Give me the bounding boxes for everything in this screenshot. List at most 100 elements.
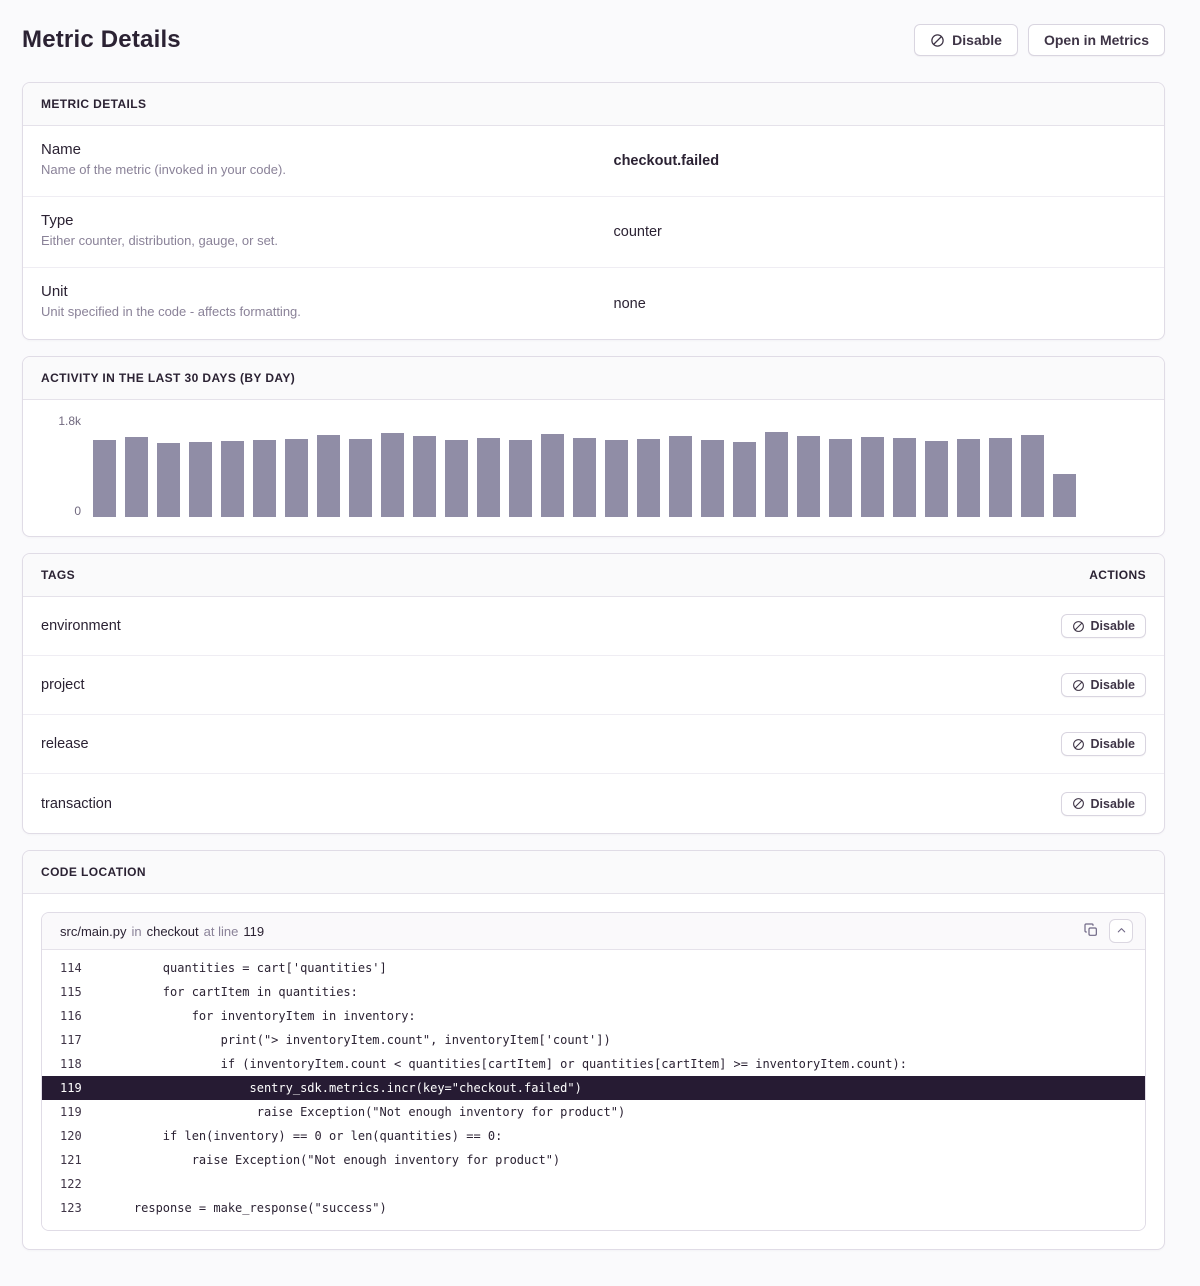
metric-detail-label: Name [41, 141, 82, 158]
metric-detail-value: checkout.failed [613, 153, 720, 169]
code-in-word: in [131, 923, 142, 939]
chart-bar[interactable] [573, 438, 596, 517]
disable-tag-button[interactable]: Disable [1060, 673, 1146, 697]
code-line: 121 raise Exception("Not enough inventor… [42, 1148, 1145, 1172]
chart-bar[interactable] [861, 437, 884, 517]
circle-slash-icon [1072, 738, 1085, 751]
metric-detail-label-cell: Unit Unit specified in the code - affects… [41, 283, 594, 324]
chart-bar[interactable] [605, 440, 628, 517]
code-line-number: 114 [60, 961, 82, 975]
chart-bar[interactable] [317, 435, 340, 517]
metric-detail-value: counter [613, 224, 662, 240]
code-line: 118 if (inventoryItem.count < quantities… [42, 1052, 1145, 1076]
metric-detail-label: Type [41, 212, 74, 229]
disable-tag-button[interactable]: Disable [1060, 614, 1146, 638]
chart-bar[interactable] [381, 433, 404, 517]
code-lines: 114 quantities = cart['quantities'] 115 f… [42, 950, 1145, 1230]
tag-name: project [41, 677, 85, 693]
disable-tag-button[interactable]: Disable [1060, 732, 1146, 756]
code-line-text: sentry_sdk.metrics.incr(key="checkout.fa… [105, 1081, 582, 1095]
tags-panel: TAGS ACTIONS environment Disable project Di… [22, 553, 1165, 834]
chart-bar[interactable] [93, 440, 116, 517]
code-line-number: 119 [60, 1081, 82, 1095]
chart-bar[interactable] [957, 439, 980, 517]
chevron-up-icon [1116, 924, 1127, 939]
chart-bar[interactable] [701, 440, 724, 517]
chart-bar[interactable] [221, 441, 244, 517]
code-line-number: 123 [60, 1201, 82, 1215]
metric-detail-description: Either counter, distribution, gauge, or … [41, 233, 279, 248]
disable-tag-button[interactable]: Disable [1060, 791, 1146, 816]
open-in-metrics-button[interactable]: Open in Metrics [1027, 24, 1165, 56]
code-line-text: raise Exception("Not enough inventory fo… [105, 1105, 626, 1119]
code-line-number: 119 [243, 923, 265, 939]
code-line-number: 119 [60, 1105, 82, 1119]
chart-bar[interactable] [157, 443, 180, 517]
chart-bar[interactable] [413, 436, 436, 517]
metric-detail-label: Unit [41, 283, 68, 300]
metric-detail-value: none [613, 295, 646, 312]
chart-bar[interactable] [1053, 474, 1076, 517]
code-line: 114 quantities = cart['quantities'] [42, 956, 1145, 980]
disable-tag-button-label: Disable [1090, 619, 1135, 633]
chart-bars [93, 425, 1146, 517]
chart-bar[interactable] [285, 439, 308, 517]
code-line-number: 116 [60, 1009, 82, 1023]
chart-bar[interactable] [477, 438, 500, 517]
collapse-code-button[interactable] [1109, 919, 1133, 943]
activity-panel-header: ACTIVITY IN THE LAST 30 DAYS (BY DAY) [23, 357, 1164, 400]
y-axis-max-label: 1.8k [58, 414, 81, 428]
header-actions: Disable Open in Metrics [914, 24, 1165, 56]
code-line-text: response = make_response("success") [105, 1201, 387, 1215]
code-location-panel-header: CODE LOCATION [23, 851, 1164, 894]
code-line-number: 118 [60, 1057, 82, 1071]
tag-name: transaction [41, 795, 112, 812]
code-snippet-header: src/main.py in checkout at line 119 [42, 913, 1145, 950]
code-line-text: print("> inventoryItem.count", inventory… [105, 1033, 611, 1047]
circle-slash-icon [1072, 620, 1085, 633]
chart-bar[interactable] [253, 440, 276, 517]
page-header: Metric Details Disable Open in Metrics [22, 24, 1165, 56]
chart-bar[interactable] [669, 436, 692, 517]
chart-bar[interactable] [637, 439, 660, 517]
tag-row: transaction Disable [23, 774, 1164, 833]
page-title: Metric Details [22, 26, 181, 53]
tag-row: release Disable [23, 715, 1164, 774]
metric-detail-label-cell: Type Either counter, distribution, gauge,… [41, 212, 594, 252]
tag-row: environment Disable [23, 597, 1164, 656]
chart-bar[interactable] [1021, 435, 1044, 517]
copy-code-button[interactable] [1081, 920, 1101, 943]
code-frame-actions [1081, 919, 1133, 943]
code-location-panel: CODE LOCATION src/main.py in checkout at… [22, 850, 1165, 1250]
chart-bar[interactable] [733, 442, 756, 517]
metric-detail-row: Unit Unit specified in the code - affects… [23, 268, 1164, 339]
chart-bar[interactable] [829, 439, 852, 517]
code-line-number: 121 [60, 1153, 82, 1167]
chart-bar[interactable] [989, 438, 1012, 517]
code-line: 117 print("> inventoryItem.count", inven… [42, 1028, 1145, 1052]
chart-bar[interactable] [509, 440, 532, 517]
chart-bar[interactable] [189, 442, 212, 517]
tags-panel-header: TAGS ACTIONS [23, 554, 1164, 597]
disable-metric-button[interactable]: Disable [914, 24, 1018, 56]
chart-bar[interactable] [445, 440, 468, 517]
chart-bar[interactable] [125, 437, 148, 517]
activity-panel-title: ACTIVITY IN THE LAST 30 DAYS (BY DAY) [41, 371, 296, 385]
tag-row: project Disable [23, 656, 1164, 715]
chart-bar[interactable] [765, 432, 788, 517]
chart-bar[interactable] [893, 438, 916, 517]
metric-details-rows: Name Name of the metric (invoked in your … [23, 126, 1164, 339]
disable-tag-button-label: Disable [1090, 678, 1135, 692]
copy-icon [1083, 922, 1099, 941]
activity-bar-chart: 1.8k 0 [23, 400, 1164, 536]
tags-rows: environment Disable project Disable release D… [23, 597, 1164, 833]
chart-bar[interactable] [541, 434, 564, 517]
chart-bar[interactable] [925, 441, 948, 517]
chart-bar[interactable] [797, 436, 820, 517]
circle-slash-icon [930, 33, 945, 48]
code-line-text: raise Exception("Not enough inventory fo… [105, 1153, 561, 1167]
code-line: 122 [42, 1172, 1145, 1196]
disable-tag-button-label: Disable [1090, 737, 1135, 751]
chart-bar[interactable] [349, 439, 372, 517]
